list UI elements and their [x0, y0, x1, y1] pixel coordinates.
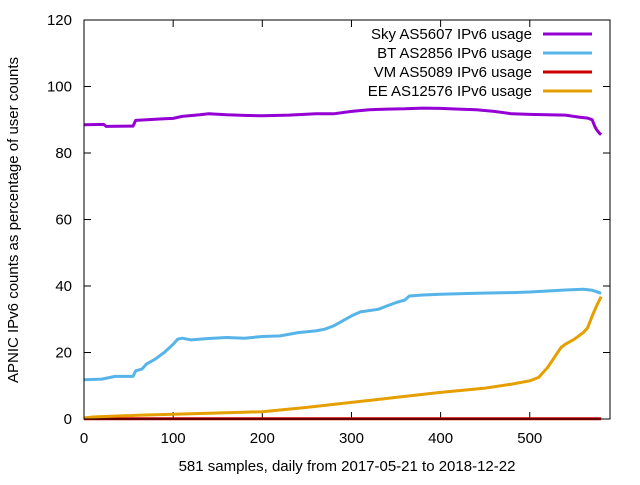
- y-tick-label: 60: [55, 212, 72, 229]
- legend-label: Sky AS5607 IPv6 usage: [371, 26, 532, 43]
- x-axis-label: 581 samples, daily from 2017-05-21 to 20…: [179, 458, 516, 475]
- x-tick-label: 0: [80, 430, 88, 447]
- x-tick-label: 500: [517, 430, 542, 447]
- y-tick-label: 120: [47, 12, 72, 29]
- y-axis-label: APNIC IPv6 counts as percentage of user …: [5, 57, 22, 383]
- x-tick-label: 400: [428, 430, 453, 447]
- plot-frame: [83, 19, 611, 420]
- y-tick-label: 0: [64, 411, 72, 428]
- y-tick-label: 20: [55, 345, 72, 362]
- x-tick-label: 200: [250, 430, 275, 447]
- legend-label: VM AS5089 IPv6 usage: [374, 64, 532, 81]
- legend-label: EE AS12576 IPv6 usage: [368, 83, 532, 100]
- legend: Sky AS5607 IPv6 usage BT AS2856 IPv6 usag…: [368, 26, 592, 100]
- axes-layer: 0 100 200 300 400 500 0 20 40 60 80 100 120: [47, 12, 610, 447]
- y-tick-label: 40: [55, 278, 72, 295]
- series-line-2: [83, 287, 602, 382]
- x-tick-label: 300: [339, 430, 364, 447]
- x-tick-label: 100: [161, 430, 186, 447]
- legend-label: BT AS2856 IPv6 usage: [377, 45, 532, 62]
- y-tick-label: 100: [47, 79, 72, 96]
- series-layer: [83, 106, 603, 421]
- y-tick-label: 80: [55, 145, 72, 162]
- series-line-4: [83, 295, 603, 420]
- series-line-1: [83, 106, 603, 136]
